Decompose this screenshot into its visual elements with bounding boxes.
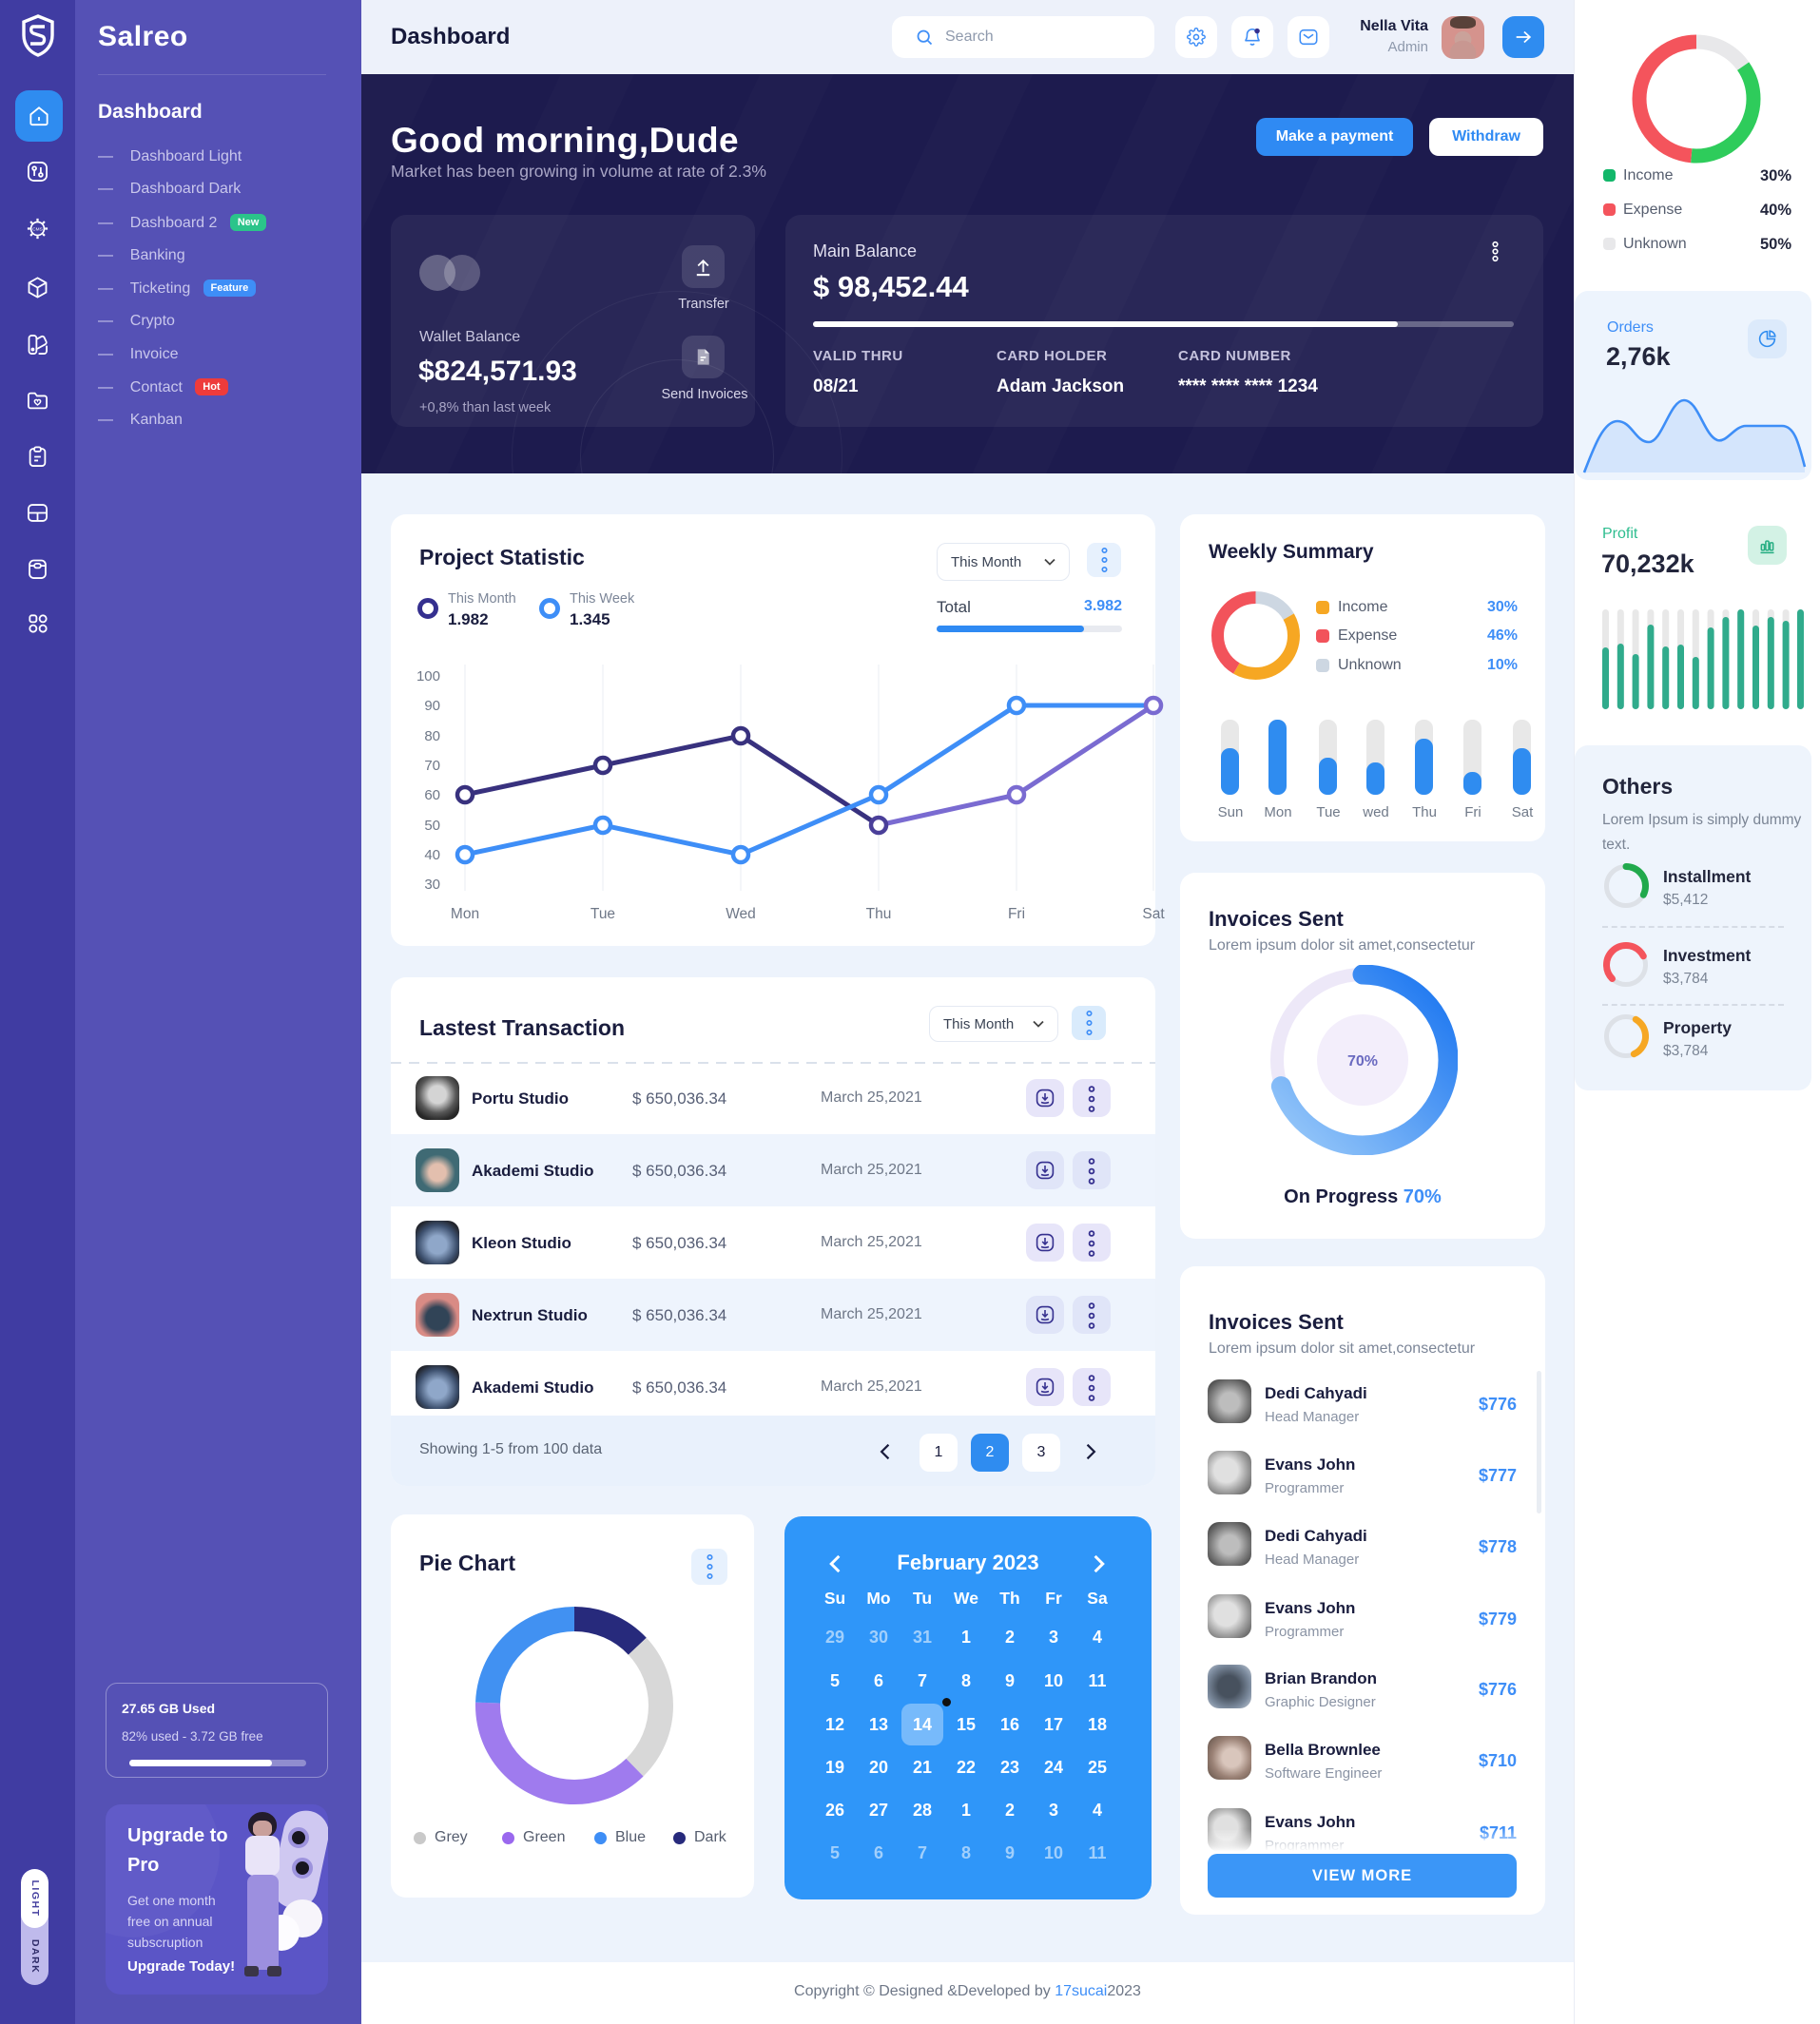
svg-text:80: 80 xyxy=(424,728,440,744)
svg-text:Mon: Mon xyxy=(451,906,479,922)
svg-text:30: 30 xyxy=(424,877,440,893)
svg-text:CMS: CMS xyxy=(32,226,43,232)
svg-text:60: 60 xyxy=(424,787,440,803)
svg-text:Wed: Wed xyxy=(726,906,756,922)
svg-text:Tue: Tue xyxy=(591,906,615,922)
svg-text:40: 40 xyxy=(424,847,440,863)
svg-text:70: 70 xyxy=(424,758,440,774)
svg-text:Sat: Sat xyxy=(1142,906,1165,922)
svg-text:90: 90 xyxy=(424,698,440,714)
svg-text:Thu: Thu xyxy=(866,906,892,922)
svg-text:Fri: Fri xyxy=(1008,906,1025,922)
svg-text:70%: 70% xyxy=(1347,1053,1378,1070)
svg-text:100: 100 xyxy=(416,668,440,684)
svg-text:50: 50 xyxy=(424,818,440,834)
